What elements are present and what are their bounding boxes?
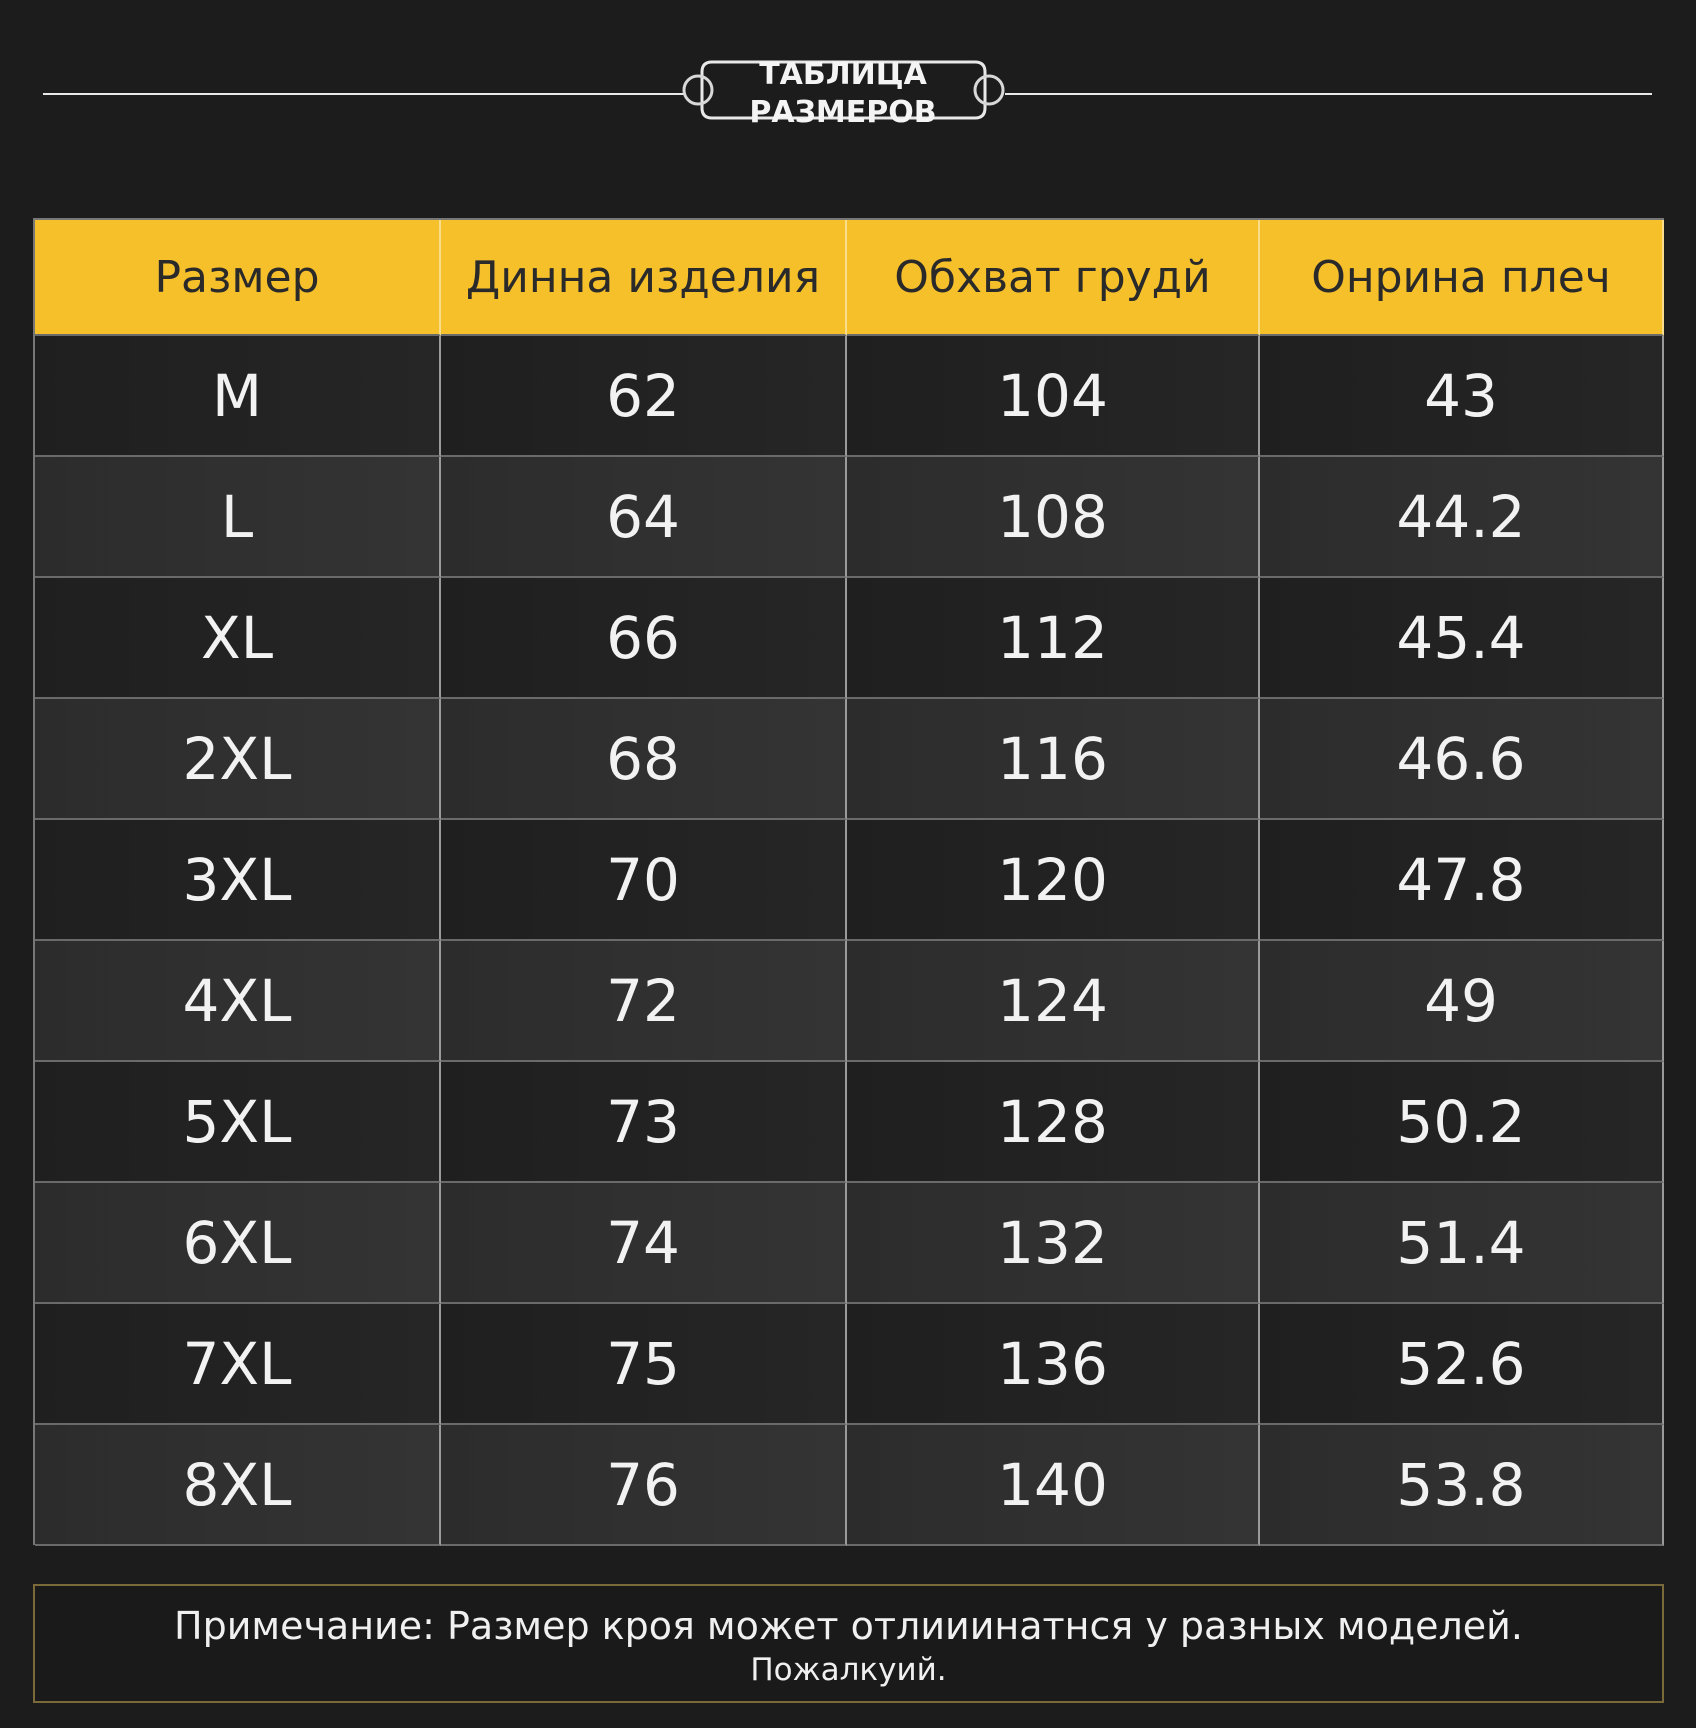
table-cell: 116	[847, 699, 1260, 820]
table-cell: 47.8	[1260, 820, 1664, 941]
table-cell: 132	[847, 1183, 1260, 1304]
ornament-right	[973, 74, 1005, 106]
table-cell: 64	[441, 457, 847, 578]
note-box: Примечание: Размер кроя может отлииинатн…	[33, 1584, 1664, 1703]
table-cell: 112	[847, 578, 1260, 699]
table-cell: L	[35, 457, 441, 578]
table-cell: 72	[441, 941, 847, 1062]
table-cell: 51.4	[1260, 1183, 1664, 1304]
table-cell: 62	[441, 336, 847, 457]
column-header: Онрина плеч	[1260, 220, 1664, 336]
table-cell: 2XL	[35, 699, 441, 820]
title-frame	[700, 60, 987, 120]
table-cell: M	[35, 336, 441, 457]
table-cell: 43	[1260, 336, 1664, 457]
table-cell: 128	[847, 1062, 1260, 1183]
note-text: Примечание: Размер кроя может отлииинатн…	[174, 1604, 1523, 1648]
column-header: Размер	[35, 220, 441, 336]
table-cell: 52.6	[1260, 1304, 1664, 1425]
column-header: Динна изделия	[441, 220, 847, 336]
table-cell: 73	[441, 1062, 847, 1183]
table-cell: 44.2	[1260, 457, 1664, 578]
table-cell: 49	[1260, 941, 1664, 1062]
table-cell: 6XL	[35, 1183, 441, 1304]
ornament-left	[682, 74, 714, 106]
table-cell: 68	[441, 699, 847, 820]
table-cell: 53.8	[1260, 1425, 1664, 1546]
table-cell: 108	[847, 457, 1260, 578]
table-cell: 140	[847, 1425, 1260, 1546]
table-cell: 124	[847, 941, 1260, 1062]
table-cell: 45.4	[1260, 578, 1664, 699]
table-cell: 8XL	[35, 1425, 441, 1546]
table-cell: 3XL	[35, 820, 441, 941]
table-cell: 5XL	[35, 1062, 441, 1183]
title-line: РАЗМЕРОВ	[749, 95, 936, 130]
table-cell: 75	[441, 1304, 847, 1425]
column-header: Обхват грудй	[847, 220, 1260, 336]
table-cell: 70	[441, 820, 847, 941]
table-cell: 104	[847, 336, 1260, 457]
table-cell: 66	[441, 578, 847, 699]
table-cell: 76	[441, 1425, 847, 1546]
table-cell: 4XL	[35, 941, 441, 1062]
table-cell: 50.2	[1260, 1062, 1664, 1183]
table-cell: 120	[847, 820, 1260, 941]
table-cell: 7XL	[35, 1304, 441, 1425]
table-cell: XL	[35, 578, 441, 699]
table-cell: 46.6	[1260, 699, 1664, 820]
table-cell: 136	[847, 1304, 1260, 1425]
note-text: Пожалкуий.	[750, 1652, 947, 1688]
size-table: Размер Динна изделия Обхват грудй Онрина пл…	[33, 218, 1664, 1546]
table-cell: 74	[441, 1183, 847, 1304]
title-line: ТАБЛИЦА	[759, 57, 927, 92]
title-banner: ТАБЛИЦА РАЗМЕРОВ	[43, 57, 1652, 130]
